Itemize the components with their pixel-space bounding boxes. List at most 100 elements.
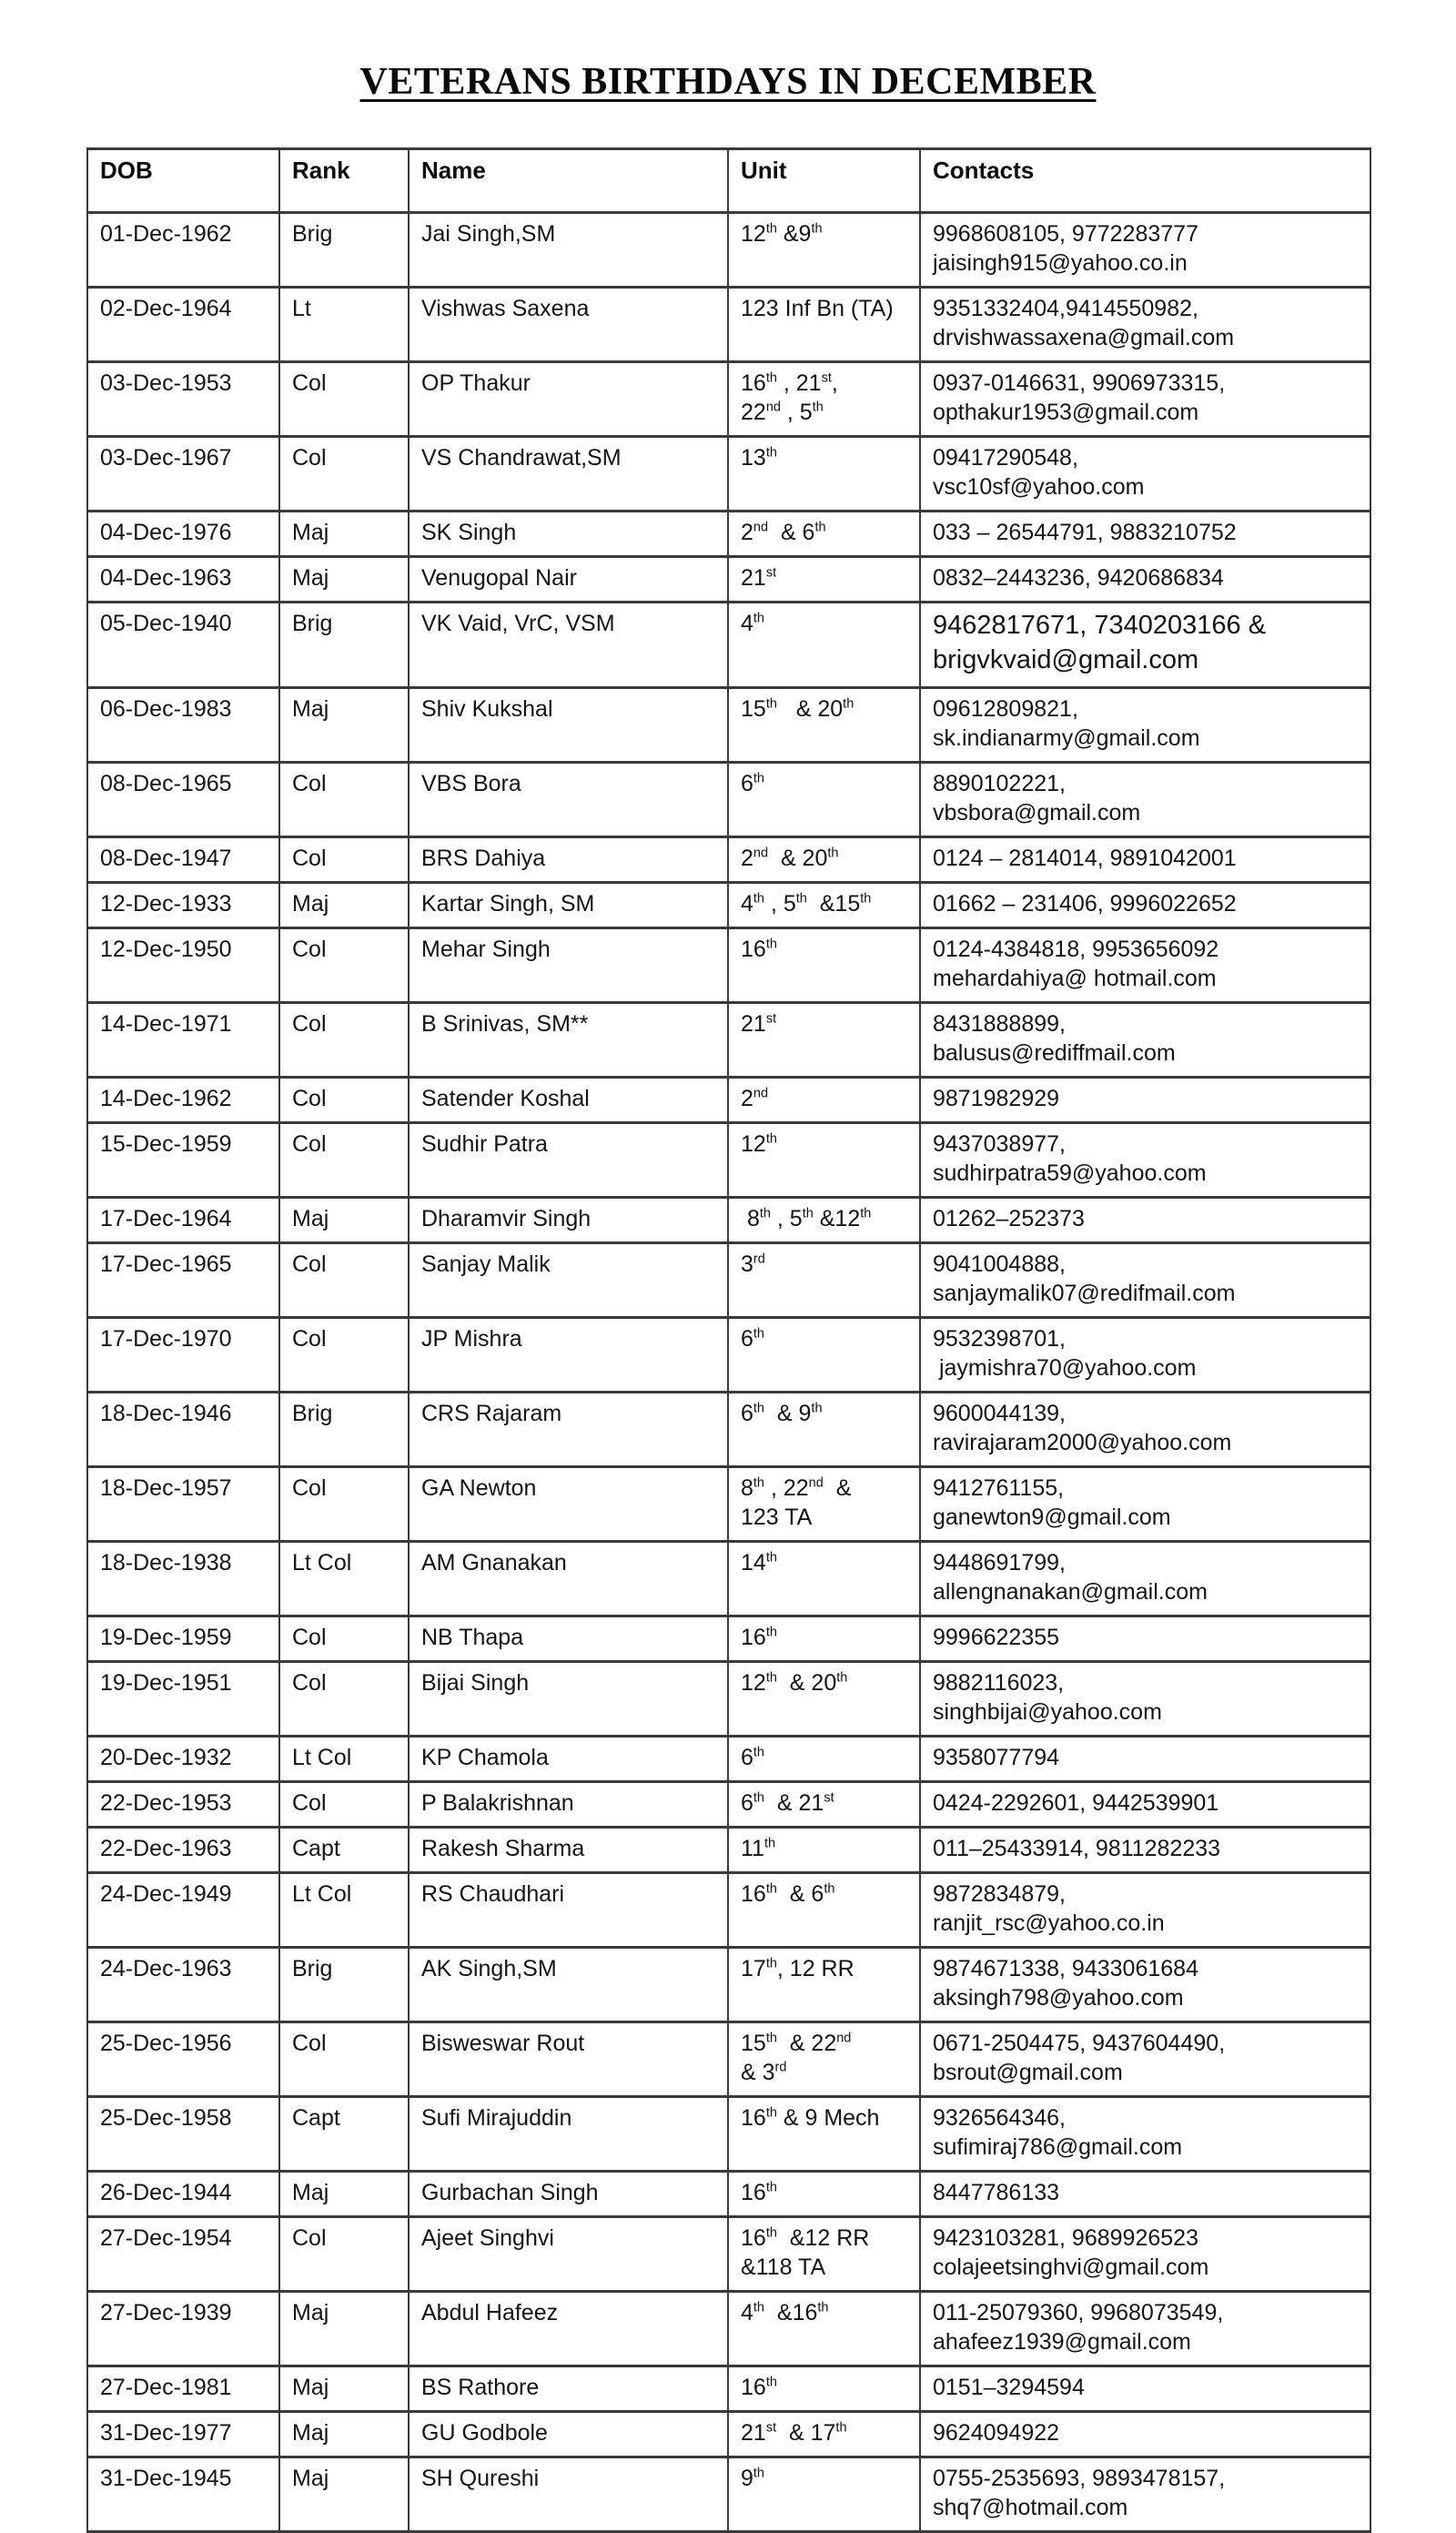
rank-cell: Col [278,1659,410,1738]
table-row: 08-Dec-1965 Col VBS Bora 6th 8890102221,… [86,760,1371,838]
rank-cell: Maj [278,510,410,559]
dob-cell: 17-Dec-1965 [86,1241,280,1319]
page-title: VETERANS BIRTHDAYS IN DECEMBER [359,61,1097,103]
dob-cell: 25-Dec-1956 [86,2020,280,2098]
contacts-cell: 033 – 26544791, 9883210752 [919,510,1371,559]
name-cell: Sufi Mirajuddin [408,2094,729,2173]
column-header-unit: Unit [727,147,921,215]
unit-cell: 16th [727,926,921,1004]
contacts-cell: 0124 – 2814014, 9891042001 [919,835,1371,884]
name-cell: JP Mishra [408,1315,729,1393]
dob-cell: 14-Dec-1971 [86,1000,280,1079]
dob-cell: 17-Dec-1970 [86,1315,280,1393]
name-cell: Abdul Hafeez [408,2289,729,2367]
contacts-cell: 9412761155, ganewton9@gmail.com [919,1464,1371,1543]
rank-cell: Col [278,2214,410,2293]
dob-cell: 12-Dec-1933 [86,880,280,929]
contacts-cell: 01662 – 231406, 9996022652 [919,880,1371,929]
dob-cell: 04-Dec-1963 [86,555,280,604]
contacts-cell: 01262–252373 [919,1195,1371,1244]
unit-cell: 13th [727,435,921,513]
dob-cell: 27-Dec-1939 [86,2289,280,2367]
dob-cell: 31-Dec-1945 [86,2455,280,2533]
unit-cell: 12th & 20th [727,1659,921,1738]
name-cell: Rakesh Sharma [408,1825,729,1874]
table-row: 01-Dec-1962 Brig Jai Singh,SM 12th &9th … [86,211,1371,289]
rank-cell: Maj [278,2169,410,2218]
table-row: 02-Dec-1964 Lt Vishwas Saxena 123 Inf Bn… [86,286,1371,364]
contacts-cell: 9437038977, sudhirpatra59@yahoo.com [919,1120,1371,1199]
table-row: 04-Dec-1976 Maj SK Singh 2nd & 6th 033 –… [86,510,1371,559]
contacts-cell: 8447786133 [919,2169,1371,2218]
unit-cell: 21st & 17th [727,2409,921,2458]
name-cell: Ajeet Singhvi [408,2214,729,2293]
rank-cell: Brig [278,1945,410,2023]
dob-cell: 02-Dec-1964 [86,286,280,364]
unit-cell: 6th [727,760,921,838]
name-cell: SK Singh [408,510,729,559]
dob-cell: 27-Dec-1981 [86,2364,280,2413]
name-cell: Venugopal Nair [408,555,729,604]
table-row: 27-Dec-1954 Col Ajeet Singhvi 16th &12 R… [86,2214,1371,2293]
dob-cell: 18-Dec-1957 [86,1464,280,1543]
table-row: 15-Dec-1959 Col Sudhir Patra 12th 943703… [86,1120,1371,1199]
table-row: 17-Dec-1965 Col Sanjay Malik 3rd 9041004… [86,1241,1371,1319]
dob-cell: 12-Dec-1950 [86,926,280,1004]
contacts-cell: 9532398701, jaymishra70@yahoo.com [919,1315,1371,1393]
table-row: 18-Dec-1946 Brig CRS Rajaram 6th & 9th 9… [86,1390,1371,1468]
dob-cell: 14-Dec-1962 [86,1075,280,1124]
name-cell: KP Chamola [408,1734,729,1783]
unit-cell: 8th , 22nd & 123 TA [727,1464,921,1543]
unit-cell: 8th , 5th &12th [727,1195,921,1244]
column-header-name: Name [408,147,729,215]
table-body: 01-Dec-1962 Brig Jai Singh,SM 12th &9th … [86,211,1371,2533]
unit-cell: 15th & 20th [727,685,921,764]
unit-cell: 16th & 6th [727,1870,921,1949]
unit-cell: 21st [727,555,921,604]
contacts-cell: 0832–2443236, 9420686834 [919,555,1371,604]
table-row: 03-Dec-1967 Col VS Chandrawat,SM 13th 09… [86,435,1371,513]
rank-cell: Lt [278,286,410,364]
name-cell: Gurbachan Singh [408,2169,729,2218]
table-row: 27-Dec-1981 Maj BS Rathore 16th 0151–329… [86,2364,1371,2413]
dob-cell: 19-Dec-1959 [86,1614,280,1663]
rank-cell: Maj [278,555,410,604]
unit-cell: 2nd & 20th [727,835,921,884]
unit-cell: 16th [727,1614,921,1663]
table-row: 22-Dec-1953 Col P Balakrishnan 6th & 21s… [86,1779,1371,1829]
unit-cell: 9th [727,2455,921,2533]
rank-cell: Col [278,435,410,513]
name-cell: GU Godbole [408,2409,729,2458]
rank-cell: Brig [278,1390,410,1468]
table-row: 18-Dec-1957 Col GA Newton 8th , 22nd & 1… [86,1464,1371,1543]
name-cell: Shiv Kukshal [408,685,729,764]
table-row: 18-Dec-1938 Lt Col AM Gnanakan 14th 9448… [86,1539,1371,1617]
name-cell: Dharamvir Singh [408,1195,729,1244]
dob-cell: 08-Dec-1947 [86,835,280,884]
table-row: 03-Dec-1953 Col OP Thakur 16th , 21st, 2… [86,360,1371,439]
name-cell: BRS Dahiya [408,835,729,884]
contacts-cell: 9882116023, singhbijai@yahoo.com [919,1659,1371,1738]
table-row: 24-Dec-1963 Brig AK Singh,SM 17th, 12 RR… [86,1945,1371,2023]
name-cell: VS Chandrawat,SM [408,435,729,513]
veterans-birthdays-table: DOB Rank Name Unit Contacts 01-Dec-1962 … [86,147,1371,2533]
contacts-cell: 011–25433914, 9811282233 [919,1825,1371,1874]
table-row: 14-Dec-1962 Col Satender Koshal 2nd 9871… [86,1075,1371,1124]
contacts-cell: 8431888899, balusus@rediffmail.com [919,1000,1371,1079]
dob-cell: 17-Dec-1964 [86,1195,280,1244]
contacts-cell: 0755-2535693, 9893478157, shq7@hotmail.c… [919,2455,1371,2533]
dob-cell: 24-Dec-1949 [86,1870,280,1949]
unit-cell: 12th &9th [727,211,921,289]
table-row: 25-Dec-1958 Capt Sufi Mirajuddin 16th & … [86,2094,1371,2173]
unit-cell: 21st [727,1000,921,1079]
contacts-cell: 9358077794 [919,1734,1371,1783]
name-cell: Bisweswar Rout [408,2020,729,2098]
unit-cell: 3rd [727,1241,921,1319]
rank-cell: Brig [278,211,410,289]
rank-cell: Col [278,1000,410,1079]
dob-cell: 27-Dec-1954 [86,2214,280,2293]
table-row: 22-Dec-1963 Capt Rakesh Sharma 11th 011–… [86,1825,1371,1874]
name-cell: VK Vaid, VrC, VSM [408,601,729,689]
dob-cell: 26-Dec-1944 [86,2169,280,2218]
